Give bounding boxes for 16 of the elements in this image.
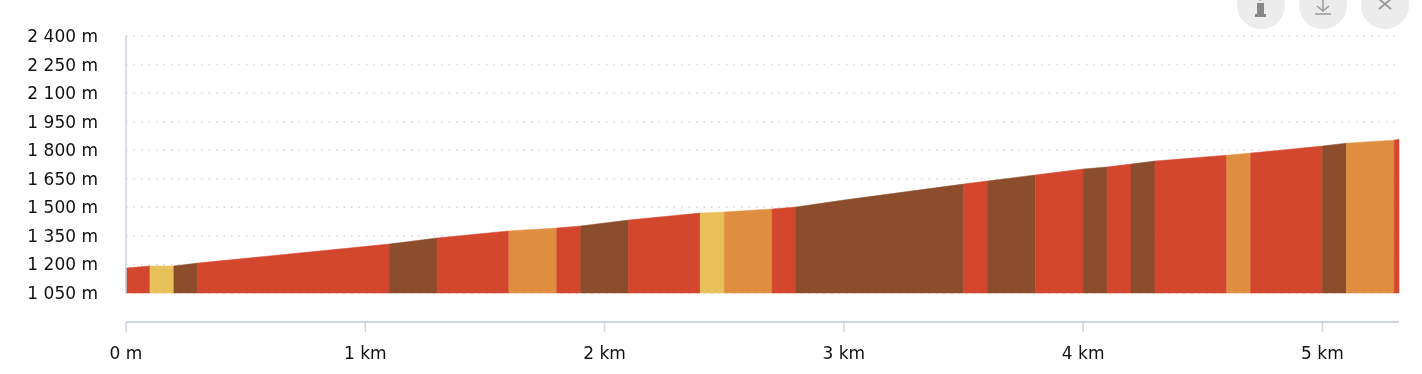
y-tick-label: 2 100 m: [27, 83, 98, 104]
x-tick-label: 1 km: [343, 343, 387, 363]
y-tick-label: 1 950 m: [27, 111, 98, 132]
y-tick-label: 1 500 m: [27, 197, 98, 218]
y-tick-label: 1 200 m: [27, 254, 98, 275]
x-tick-label: 0 m: [109, 343, 143, 363]
y-tick-label: 1 800 m: [27, 140, 98, 161]
x-tick-label: 3 km: [822, 343, 866, 363]
x-tick-label: 2 km: [583, 343, 626, 363]
x-tick-label: 5 km: [1301, 343, 1344, 363]
y-tick-label: 2 400 m: [27, 25, 98, 46]
y-tick-label: 2 250 m: [27, 54, 98, 75]
y-tick-label: 1 650 m: [27, 168, 98, 189]
x-tick-label: 4 km: [1061, 343, 1105, 363]
y-tick-label: 1 350 m: [27, 225, 98, 246]
y-tick-label: 1 050 m: [27, 282, 98, 303]
